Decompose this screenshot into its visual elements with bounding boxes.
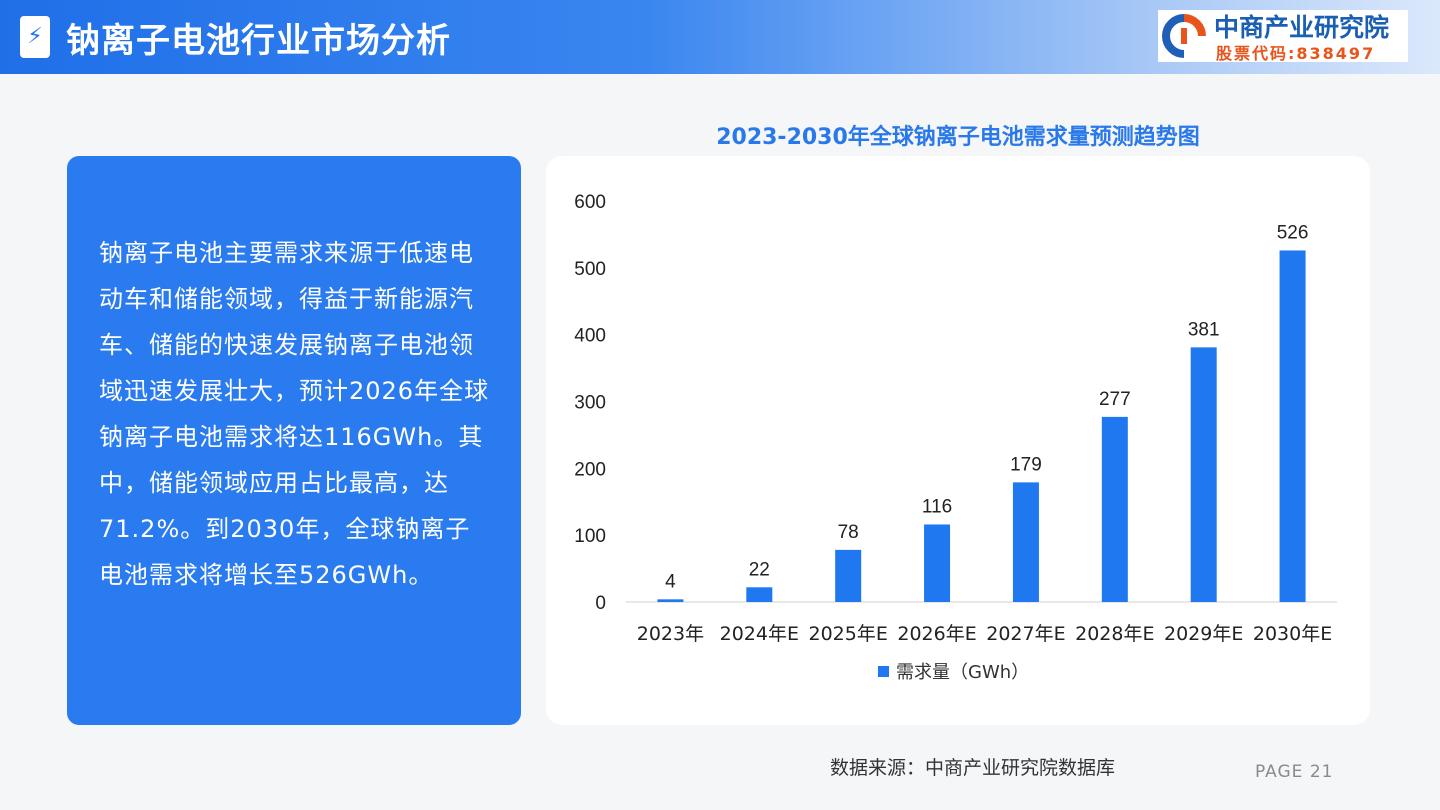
page-title: 钠离子电池行业市场分析 — [66, 21, 451, 61]
data-label: 22 — [749, 559, 770, 580]
y-tick-label: 400 — [574, 326, 606, 347]
x-tick-label: 2023年 — [637, 623, 704, 645]
summary-panel: 钠离子电池主要需求来源于低速电动车和储能领域，得益于新能源汽车、储能的快速发展钠… — [67, 156, 521, 725]
logo-company-name: 中商产业研究院 — [1214, 13, 1390, 42]
x-tick-label: 2029年E — [1164, 623, 1243, 645]
logo-mark-icon — [1162, 14, 1206, 58]
data-label: 381 — [1188, 319, 1220, 340]
bar — [1012, 482, 1039, 602]
data-label: 116 — [922, 496, 952, 517]
chart-title: 2023-2030年全球钠离子电池需求量预测趋势图 — [716, 125, 1200, 150]
data-label: 526 — [1277, 222, 1309, 243]
bar-chart: 0 100 200 300 400 500 600 4 2023年 22 2024年E 78 2025年… — [574, 192, 1337, 683]
logo-stock-code: 股票代码:838497 — [1216, 44, 1376, 63]
bar — [746, 587, 773, 602]
battery-icon: ⚡ — [20, 16, 50, 58]
legend-swatch — [878, 666, 889, 677]
y-tick-label: 500 — [574, 259, 606, 280]
bar — [1279, 250, 1306, 602]
company-logo: 中商产业研究院 股票代码:838497 — [1158, 10, 1408, 63]
x-tick-label: 2028年E — [1075, 623, 1154, 645]
data-source: 数据来源：中商产业研究院数据库 — [830, 757, 1116, 779]
x-tick-label: 2027年E — [986, 623, 1065, 645]
x-tick-label: 2026年E — [897, 623, 976, 645]
data-label: 277 — [1099, 389, 1131, 410]
bar — [657, 599, 684, 602]
x-tick-label: 2025年E — [809, 623, 888, 645]
bar — [1190, 347, 1217, 602]
summary-text: 钠离子电池主要需求来源于低速电动车和储能领域，得益于新能源汽车、储能的快速发展钠… — [99, 239, 490, 589]
y-tick-label: 300 — [574, 393, 606, 414]
data-label: 179 — [1010, 454, 1042, 475]
header-bar: ⚡ 钠离子电池行业市场分析 中商产业研究院 股票代码:838497 — [0, 0, 1440, 74]
legend-label: 需求量（GWh） — [896, 662, 1029, 683]
data-label: 4 — [665, 571, 676, 592]
bar — [1101, 416, 1128, 602]
data-label: 78 — [838, 522, 859, 543]
x-tick-label: 2024年E — [720, 623, 799, 645]
bar — [835, 549, 862, 602]
y-tick-label: 100 — [574, 526, 606, 547]
y-tick-label: 600 — [574, 192, 606, 213]
page-number: PAGE 21 — [1255, 762, 1334, 782]
y-tick-label: 200 — [574, 459, 606, 480]
x-tick-label: 2030年E — [1253, 623, 1332, 645]
bar — [924, 524, 951, 602]
y-tick-label: 0 — [595, 593, 606, 614]
chart-panel: 0 100 200 300 400 500 600 4 2023年 22 2024年E 78 2025年… — [546, 156, 1370, 725]
